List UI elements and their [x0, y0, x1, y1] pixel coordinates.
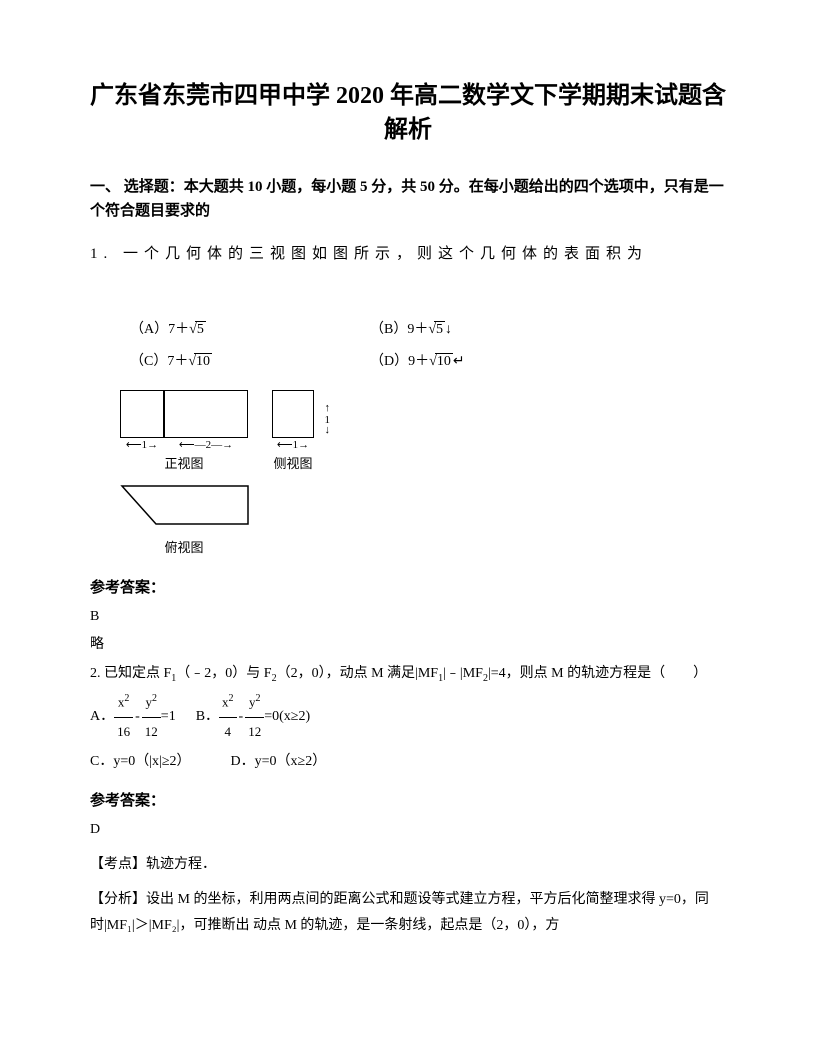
q1-answer: B [90, 609, 726, 625]
fa-d1: 16 [114, 718, 133, 747]
q2-options-cd: C．y=0（|x|≥2） D．y=0（x≥2） [90, 747, 726, 778]
fa-d2: 12 [142, 718, 161, 747]
opt-c-prefix: （C）7＋ [130, 354, 188, 369]
q1-option-a: （A）7＋√5 [90, 318, 370, 338]
q1-text: 1. 一个几何体的三视图如图所示，则这个几何体的表面积为 [90, 241, 726, 268]
q1-options-row1: （A）7＋√5 （B）9＋√5↓ [90, 318, 726, 338]
fb-d2: 12 [245, 718, 264, 747]
side-dim-h: ↑ 1 ↓ [325, 404, 331, 436]
dim2: 2 [206, 439, 212, 451]
q2-b-eq: =0(x≥2) [264, 702, 310, 733]
q2-options-ab: A． x216 - y212 =1 B． x24 - y212 =0(x≥2) [90, 688, 726, 747]
opt-d-suffix: ↵ [453, 354, 465, 369]
q2-p3: （2，0），动点 M 满足|MF [277, 666, 439, 681]
q2-analysis-tag: 【考点】轨迹方程． [90, 852, 726, 879]
fb-d1: 4 [219, 718, 237, 747]
q2-a-eq: =1 [161, 702, 176, 733]
q2-a-label: A． [90, 702, 114, 733]
opt-a-rad: 5 [195, 321, 206, 338]
q2-option-c: C．y=0（|x|≥2） [90, 747, 191, 778]
q1-option-b: （B）9＋√5↓ [370, 318, 452, 338]
q2-option-d: D．y=0（x≥2） [231, 747, 327, 778]
three-view-diagram: ⟵1→ ⟵—2—→ 正视图 ↑ 1 ↓ ⟵1→ 侧视图 俯视图 [120, 390, 726, 556]
page-title: 广东省东莞市四甲中学 2020 年高二数学文下学期期末试题含解析 [90, 80, 726, 147]
q1-answer-label: 参考答案： [90, 576, 726, 597]
q2-p4: |﹣|MF [443, 666, 483, 681]
top-view-svg [120, 484, 260, 542]
q2-answer: D [90, 822, 726, 838]
side-view-box [272, 390, 314, 438]
q1-brief: 略 [90, 633, 726, 653]
opt-d-prefix: （D）9＋ [370, 354, 429, 369]
opt-d-rad: 10 [435, 353, 453, 370]
q1-option-c: （C）7＋√10 [90, 350, 370, 370]
q2-option-a: A． x216 - y212 =1 [90, 688, 176, 747]
opt-a-prefix: （A）7＋ [130, 322, 189, 337]
q2-analysis-label: 【分析】 [90, 892, 146, 907]
q2-analysis: 【分析】设出 M 的坐标，利用两点间的距离公式和题设等式建立方程，平方后化简整理… [90, 887, 726, 940]
q2-b-label: B． [196, 702, 219, 733]
side-view-label: 侧视图 [272, 453, 314, 472]
opt-b-suffix: ↓ [445, 322, 452, 337]
q2-text: 2. 已知定点 F1（﹣2，0）与 F2（2，0），动点 M 满足|MF1|﹣|… [90, 661, 726, 688]
section-header: 一、 选择题：本大题共 10 小题，每小题 5 分，共 50 分。在每小题给出的… [90, 175, 726, 223]
q2-analysis-text: 设出 M 的坐标，利用两点间的距离公式和题设等式建立方程，平方后化简整理求得 y… [90, 892, 709, 934]
dim-side: 1 [293, 439, 299, 451]
front-view-box [120, 390, 248, 438]
opt-b-prefix: （B）9＋ [370, 322, 428, 337]
opt-b-rad: 5 [434, 321, 445, 338]
q2-p5: |=4，则点 M 的轨迹方程是（ ） [488, 666, 707, 681]
q2-p1: 2. 已知定点 F [90, 666, 171, 681]
q1-option-d: （D）9＋√10↵ [370, 350, 465, 370]
q2-option-b: B． x24 - y212 =0(x≥2) [196, 688, 310, 747]
front-view-label: 正视图 [120, 453, 248, 472]
dim1: 1 [142, 439, 148, 451]
opt-c-rad: 10 [194, 353, 212, 370]
q2-answer-label: 参考答案： [90, 789, 726, 810]
q2-p2: （﹣2，0）与 F [176, 666, 271, 681]
q1-options-row2: （C）7＋√10 （D）9＋√10↵ [90, 350, 726, 370]
